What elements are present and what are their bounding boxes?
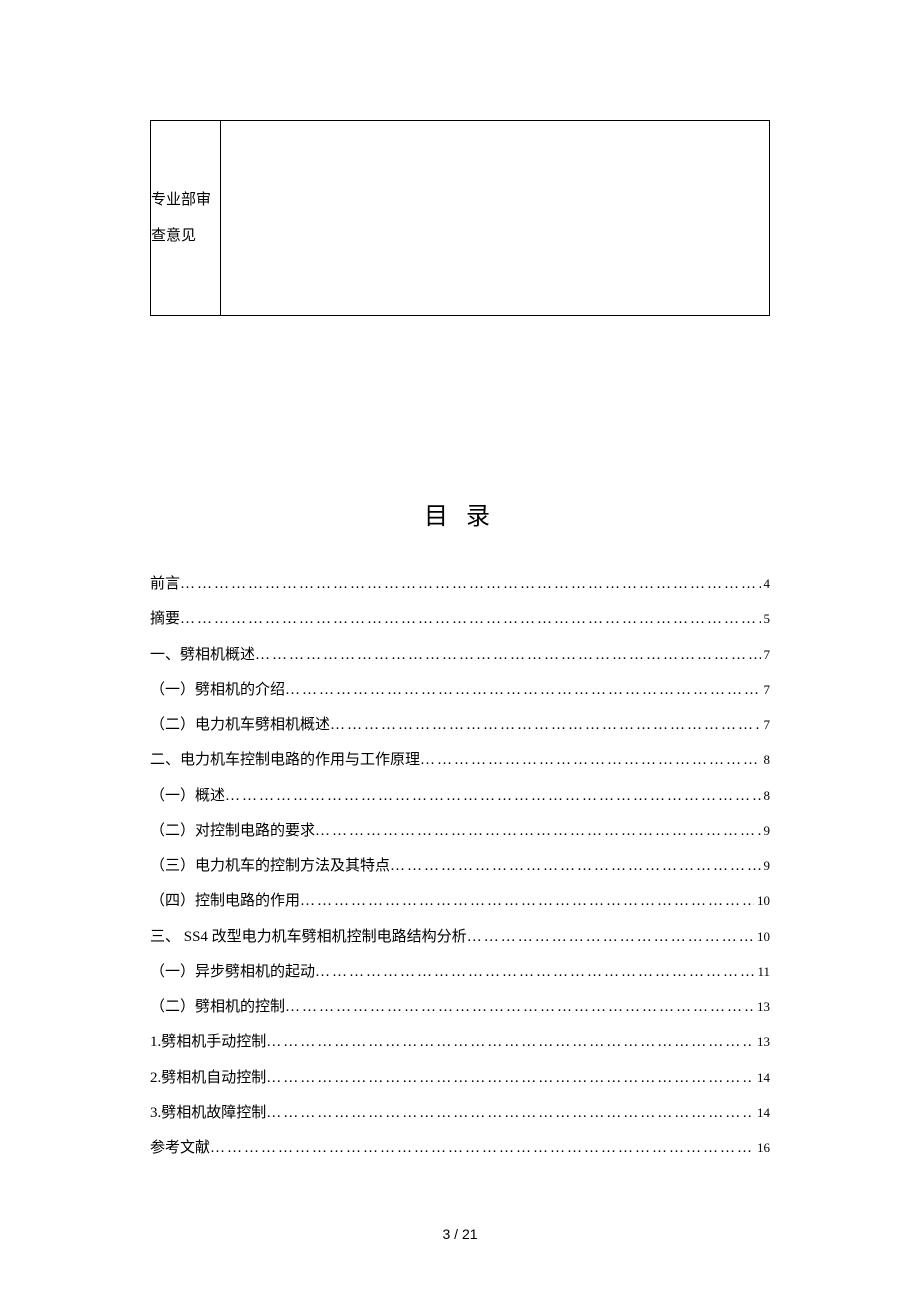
- toc-page: 10: [754, 886, 770, 917]
- toc-dots: [420, 743, 760, 778]
- toc-page: 9: [761, 816, 771, 847]
- toc-page: 14: [754, 1063, 770, 1094]
- toc-dots: [266, 1061, 754, 1096]
- toc-page: 10: [754, 922, 770, 953]
- toc-text: 摘要: [150, 602, 180, 637]
- toc-text: （一）概述: [150, 779, 225, 814]
- toc-entry: 2.劈相机自动控制 14: [150, 1061, 770, 1096]
- toc-text: 1.劈相机手动控制: [150, 1025, 266, 1060]
- toc-dots: [315, 814, 760, 849]
- toc-page: 13: [754, 1027, 770, 1058]
- toc-text: 2.劈相机自动控制: [150, 1061, 266, 1096]
- toc-text: （一）劈相机的介绍: [150, 673, 285, 708]
- toc-text: 参考文献: [150, 1131, 210, 1166]
- toc-page: 7: [761, 675, 771, 706]
- toc-entry: 一、劈相机概述 7: [150, 638, 770, 673]
- toc-entry: （四）控制电路的作用 10: [150, 884, 770, 919]
- toc-entry: 参考文献 16: [150, 1131, 770, 1166]
- toc-text: 3.劈相机故障控制: [150, 1096, 266, 1131]
- toc-entry: 3.劈相机故障控制 14: [150, 1096, 770, 1131]
- toc-text: （二）对控制电路的要求: [150, 814, 315, 849]
- toc-entry: （三）电力机车的控制方法及其特点 9: [150, 849, 770, 884]
- toc-page: 7: [761, 640, 771, 671]
- review-label: 专业部审查意见: [151, 192, 211, 244]
- document-page: 专业部审查意见 目 录 前言 4 摘要 5 一、劈相机概述 7 （一）劈相机的介…: [0, 0, 920, 1226]
- toc-text: 三、 SS4 改型电力机车劈相机控制电路结构分析: [150, 920, 467, 955]
- review-table: 专业部审查意见: [150, 120, 770, 316]
- toc-page: 9: [761, 851, 771, 882]
- toc-page: 14: [754, 1098, 770, 1129]
- toc-page: 4: [761, 569, 771, 600]
- toc-page: 8: [761, 745, 771, 776]
- toc-entry: 三、 SS4 改型电力机车劈相机控制电路结构分析 10: [150, 920, 770, 955]
- toc-dots: [180, 567, 760, 602]
- toc-entry: （二）电力机车劈相机概述 7: [150, 708, 770, 743]
- toc-entry: 1.劈相机手动控制 13: [150, 1025, 770, 1060]
- toc-page: 11: [754, 957, 770, 988]
- toc-entry: （一）劈相机的介绍 7: [150, 673, 770, 708]
- toc-dots: [330, 708, 760, 743]
- toc-dots: [390, 849, 760, 884]
- toc-dots: [266, 1096, 754, 1131]
- toc-dots: [255, 638, 760, 673]
- toc-page: 16: [754, 1133, 770, 1164]
- toc-text: 二、电力机车控制电路的作用与工作原理: [150, 743, 420, 778]
- toc-text: 一、劈相机概述: [150, 638, 255, 673]
- toc-entry: （一）异步劈相机的起动 11: [150, 955, 770, 990]
- toc-page: 7: [761, 710, 771, 741]
- toc-text: （一）异步劈相机的起动: [150, 955, 315, 990]
- toc-text: （三）电力机车的控制方法及其特点: [150, 849, 390, 884]
- toc-title: 目 录: [150, 496, 770, 531]
- toc-page: 5: [761, 604, 771, 635]
- toc-entry: （二）劈相机的控制 13: [150, 990, 770, 1025]
- toc-page: 8: [761, 781, 771, 812]
- toc-dots: [225, 779, 760, 814]
- toc-entry: 摘要 5: [150, 602, 770, 637]
- toc-text: （二）电力机车劈相机概述: [150, 708, 330, 743]
- toc-entry: 二、电力机车控制电路的作用与工作原理 8: [150, 743, 770, 778]
- toc-list: 前言 4 摘要 5 一、劈相机概述 7 （一）劈相机的介绍 7 （二）电力机车劈…: [150, 567, 770, 1166]
- toc-dots: [210, 1131, 754, 1166]
- toc-dots: [266, 1025, 754, 1060]
- toc-entry: 前言 4: [150, 567, 770, 602]
- review-content-cell: [221, 121, 770, 316]
- toc-dots: [180, 602, 760, 637]
- toc-dots: [285, 673, 760, 708]
- review-label-cell: 专业部审查意见: [151, 121, 221, 316]
- toc-text: （二）劈相机的控制: [150, 990, 285, 1025]
- toc-dots: [315, 955, 754, 990]
- toc-entry: （二）对控制电路的要求 9: [150, 814, 770, 849]
- toc-dots: [467, 920, 754, 955]
- toc-text: 前言: [150, 567, 180, 602]
- toc-page: 13: [754, 992, 770, 1023]
- toc-dots: [300, 884, 754, 919]
- page-footer: 3 / 21: [0, 1226, 920, 1242]
- toc-text: （四）控制电路的作用: [150, 884, 300, 919]
- toc-entry: （一）概述 8: [150, 779, 770, 814]
- toc-dots: [285, 990, 754, 1025]
